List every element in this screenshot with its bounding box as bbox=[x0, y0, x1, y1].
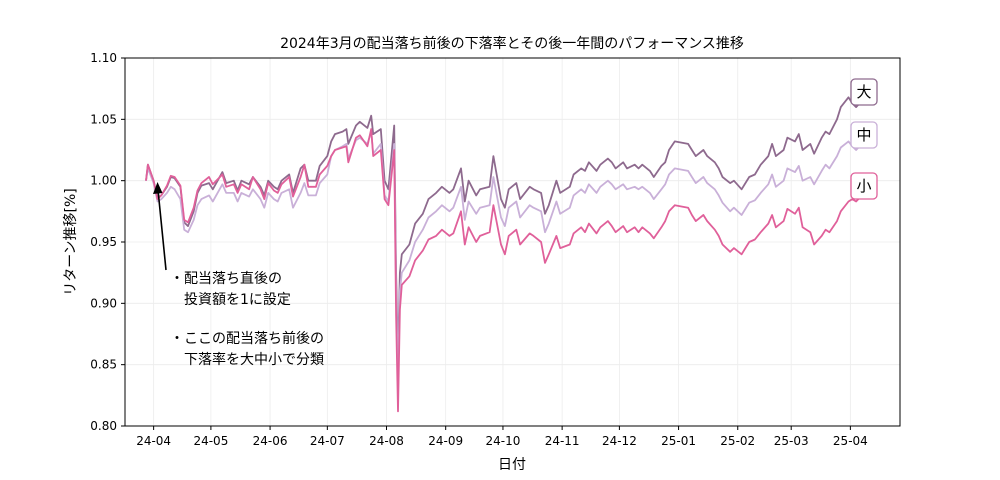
y-tick-label: 1.10 bbox=[90, 51, 117, 65]
x-tick-label: 24-07 bbox=[310, 434, 345, 448]
series-label: 中 bbox=[856, 126, 871, 144]
annotation-text: 下落率を大中小で分類 bbox=[170, 351, 324, 368]
x-tick-label: 25-01 bbox=[661, 434, 696, 448]
annotation-arrow-line bbox=[157, 189, 167, 271]
annotations: ・配当落ち直後の 投資額を1に設定・ここの配当落ち前後の 下落率を大中小で分類 bbox=[153, 182, 324, 368]
series-group bbox=[145, 94, 867, 413]
chart-title: 2024年3月の配当落ち前後の下落率とその後一年間のパフォーマンス推移 bbox=[280, 35, 744, 52]
y-tick-label: 1.05 bbox=[90, 112, 117, 126]
legend: 大中小 bbox=[850, 78, 878, 200]
x-tick-label: 24-06 bbox=[253, 434, 288, 448]
x-tick-label: 24-09 bbox=[428, 434, 463, 448]
x-tick-label: 25-04 bbox=[833, 434, 868, 448]
series-label: 大 bbox=[856, 83, 871, 101]
x-tick-label: 24-05 bbox=[193, 434, 228, 448]
x-tick-label: 25-02 bbox=[720, 434, 755, 448]
series-line-1 bbox=[145, 94, 867, 360]
series-label-box bbox=[850, 121, 878, 149]
y-tick-label: 0.85 bbox=[90, 358, 117, 372]
series-label-box bbox=[850, 78, 878, 106]
x-axis-label: 日付 bbox=[498, 457, 526, 473]
series-line-2 bbox=[145, 130, 867, 376]
x-tick-label: 24-10 bbox=[486, 434, 521, 448]
x-axis: 24-04 24-05 24-06 24-07 24-08 24-09 24-10 24-11… bbox=[136, 426, 868, 448]
x-tick-label: 25-03 bbox=[774, 434, 809, 448]
x-tick-label: 24-04 bbox=[136, 434, 171, 448]
y-tick-label: 1.00 bbox=[90, 174, 117, 188]
y-axis-label: リターン推移[%] bbox=[63, 188, 79, 296]
y-tick-label: 0.90 bbox=[90, 296, 117, 310]
x-tick-label: 24-08 bbox=[369, 434, 404, 448]
series-label-box bbox=[850, 172, 878, 200]
annotation-text: ・配当落ち直後の bbox=[170, 270, 282, 287]
y-tick-label: 0.95 bbox=[90, 235, 117, 249]
y-axis: 0.80 0.85 0.90 0.95 1.00 1.05 1.10 bbox=[90, 51, 125, 433]
y-tick-label: 0.80 bbox=[90, 419, 117, 433]
grid bbox=[125, 57, 900, 427]
x-tick-label: 24-12 bbox=[602, 434, 637, 448]
annotation-text: ・ここの配当落ち前後の bbox=[170, 330, 324, 347]
series-label: 小 bbox=[856, 177, 871, 195]
annotation-text: 投資額を1に設定 bbox=[170, 292, 291, 308]
x-tick-label: 24-11 bbox=[545, 434, 580, 448]
annotation-arrow-head bbox=[153, 182, 163, 194]
series-line-3 bbox=[145, 128, 867, 413]
